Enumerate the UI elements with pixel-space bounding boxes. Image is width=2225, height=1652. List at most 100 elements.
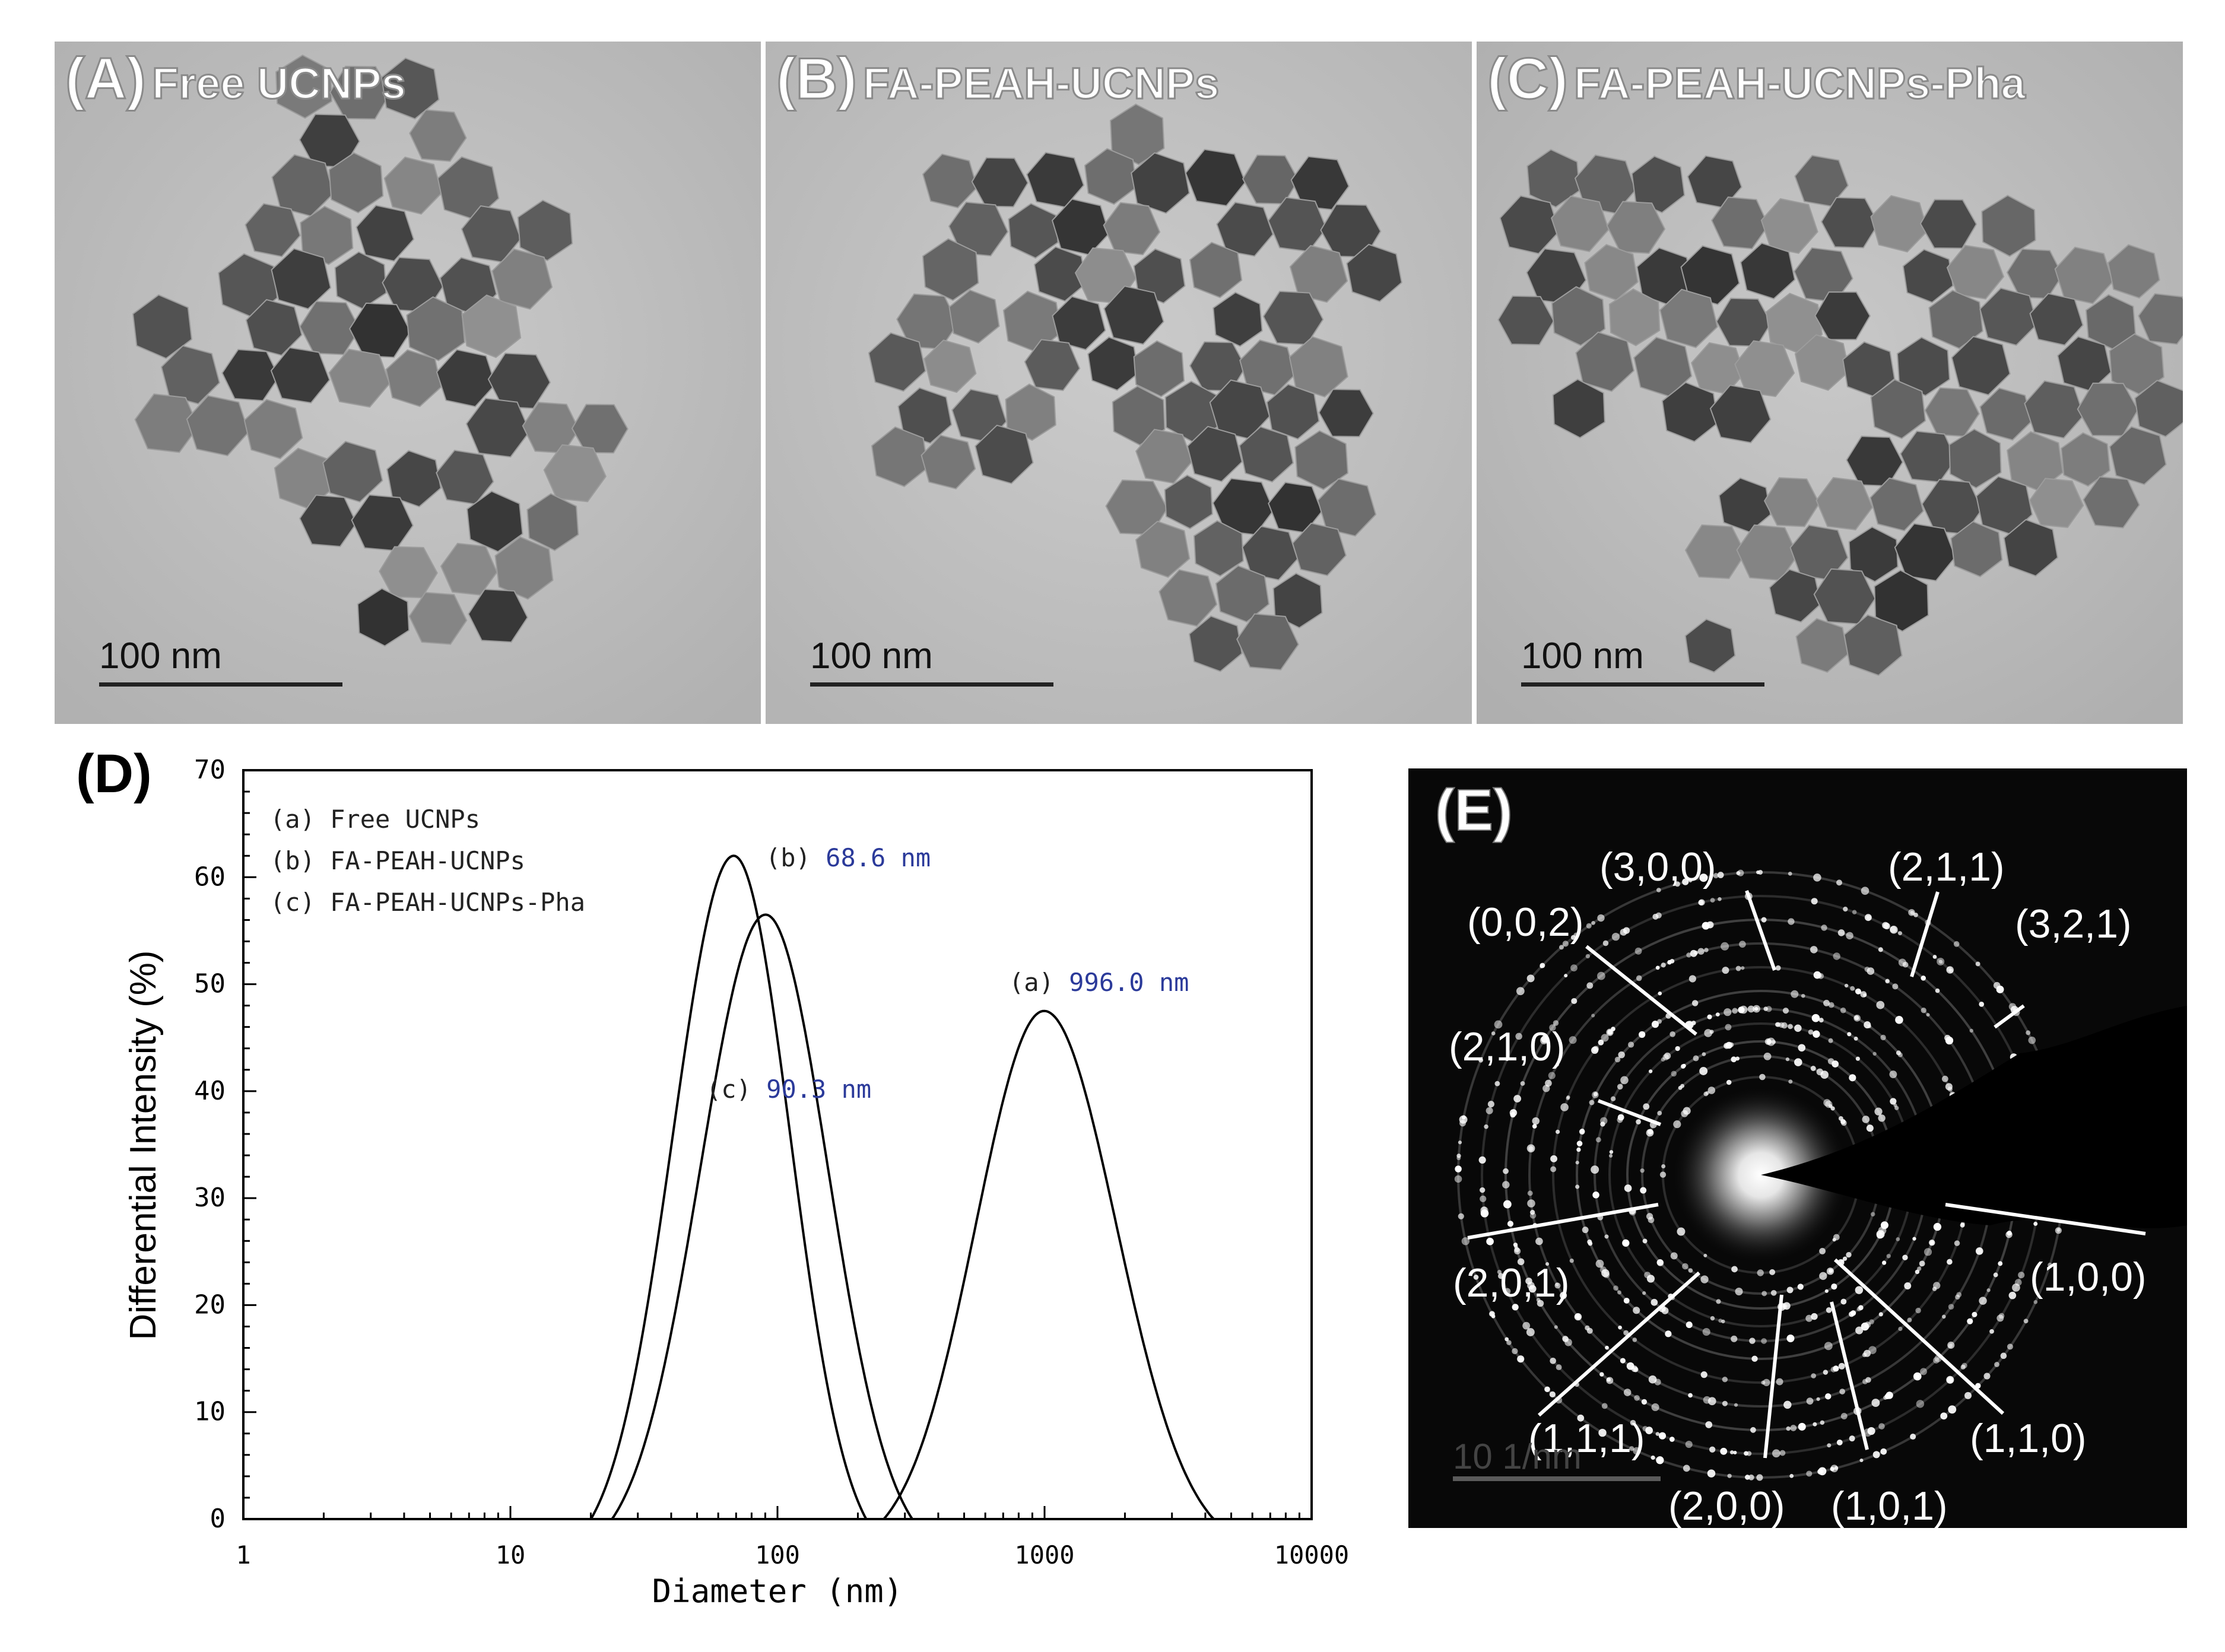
diffraction-spot (1693, 1055, 1699, 1062)
diffraction-spot (1839, 1389, 1846, 1394)
tem-panel-c: (C) FA-PEAH-UCNPs-Pha 100 nm (1477, 42, 2183, 724)
nanoparticle (948, 201, 1009, 257)
diffraction-spot (1586, 923, 1592, 929)
y-tick-label: 30 (194, 1183, 226, 1213)
diffraction-spot (1522, 1321, 1531, 1330)
nanoparticle (328, 348, 391, 408)
diffraction-spot (1675, 1046, 1680, 1051)
nanoparticle (1870, 195, 1928, 253)
diffraction-spot (1993, 981, 2001, 989)
diffraction-spot (1673, 1120, 1681, 1129)
nanoparticle (1033, 246, 1087, 302)
nanoparticle (1869, 477, 1924, 532)
diffraction-spot (1688, 975, 1696, 983)
nanoparticle (1189, 242, 1243, 298)
diffraction-spot (1484, 1124, 1488, 1129)
diffraction-spot (1946, 966, 1952, 972)
scale-label-b: 100 nm (810, 636, 933, 676)
diffraction-spot (1986, 1288, 1991, 1292)
nanoparticle (1684, 618, 1736, 673)
diffraction-spot (1876, 1230, 1885, 1238)
diffraction-spot (1748, 1474, 1754, 1481)
diffraction-spot (1598, 1039, 1604, 1046)
nanoparticle (1928, 290, 1983, 350)
diffraction-spot (1545, 1079, 1552, 1087)
diffraction-spot (1828, 1038, 1833, 1043)
diffraction-spot (1788, 1079, 1793, 1084)
diffraction-spot (1863, 1428, 1872, 1437)
saed-scale-label: 10 1/nm (1453, 1437, 1582, 1476)
diffraction-spot (1722, 1377, 1728, 1383)
diffraction-spot (1661, 962, 1666, 968)
nanoparticle (1135, 520, 1191, 578)
nanoparticle (1193, 520, 1244, 577)
nanoparticle (517, 199, 573, 262)
diffraction-spot (1921, 976, 1926, 981)
nanoparticle (1794, 334, 1850, 391)
nanoparticle (1288, 336, 1348, 398)
diffraction-spot (1869, 1319, 1874, 1324)
diffraction-spot (1947, 1259, 1953, 1265)
nanoparticle (1740, 242, 1796, 300)
diffraction-spot (1586, 982, 1594, 989)
nanoparticle (1684, 524, 1747, 579)
nanoparticle (160, 345, 221, 405)
diffraction-spot (1576, 1315, 1581, 1320)
diffraction-spot (1595, 1137, 1601, 1143)
saed-scale-bar (1453, 1476, 1661, 1481)
nanoparticle (461, 294, 522, 358)
diffraction-spot (1724, 1044, 1728, 1048)
panel-d-label: (D) (76, 744, 152, 804)
diffraction-spot (1651, 1403, 1659, 1412)
miller-index-label: (1,0,0) (2030, 1254, 2147, 1300)
diffraction-spot (1960, 1222, 1965, 1228)
diffraction-spot (2028, 1036, 2036, 1044)
nanoparticle (356, 205, 415, 262)
diffraction-spot (2033, 1300, 2038, 1304)
diffraction-spot (1682, 1263, 1688, 1270)
diffraction-spot (1808, 1029, 1814, 1035)
diffraction-spot (1601, 1034, 1609, 1042)
nanoparticle (1631, 155, 1686, 214)
diffraction-spot (1785, 1057, 1790, 1062)
miller-index-label: (2,0,1) (1453, 1260, 1570, 1305)
diffraction-spot (1624, 1184, 1632, 1192)
diffraction-spot (1685, 1441, 1693, 1448)
diffraction-spot (1608, 1154, 1613, 1158)
diffraction-spot (1579, 1129, 1585, 1135)
diffraction-spot (1658, 1432, 1667, 1440)
diffraction-spot (1878, 1312, 1883, 1317)
diffraction-spot (1636, 1119, 1641, 1124)
diffraction-spot (1526, 1144, 1535, 1153)
diffraction-spot (1779, 1450, 1786, 1456)
diffraction-spot (1640, 1187, 1647, 1194)
diffraction-spot (1715, 1012, 1720, 1017)
diffraction-spot (1912, 1237, 1916, 1241)
diffraction-spot (1864, 967, 1870, 973)
diffraction-spot (1941, 1314, 1946, 1319)
nanoparticle (1239, 426, 1294, 483)
index-leader-line (1597, 1099, 1662, 1126)
diffraction-spot (1898, 1326, 1903, 1332)
diffraction-spot (1833, 952, 1840, 960)
diffraction-spot (1506, 1340, 1512, 1345)
diffraction-spot (1751, 1355, 1758, 1362)
nanoparticle (132, 294, 193, 360)
nanoparticle (1109, 103, 1165, 166)
diffraction-spot (1620, 1358, 1626, 1364)
diffraction-spot (1494, 1081, 1500, 1086)
diffraction-spot (1864, 1321, 1871, 1328)
nanoparticle (1795, 618, 1849, 673)
diffraction-spot (1548, 1072, 1556, 1079)
diffraction-spot (1915, 1307, 1921, 1314)
nanoparticle (1734, 340, 1795, 398)
diffraction-spot (1955, 1294, 1960, 1300)
diffraction-spot (1571, 997, 1578, 1005)
diffraction-spot (1604, 1234, 1609, 1239)
diffraction-spot (1602, 940, 1609, 946)
diffraction-spot (1819, 1248, 1826, 1254)
diffraction-spot (2005, 1231, 2013, 1238)
diffraction-spot (1813, 1030, 1820, 1038)
diffraction-spot (1704, 948, 1709, 952)
diffraction-spot (1806, 1397, 1814, 1405)
